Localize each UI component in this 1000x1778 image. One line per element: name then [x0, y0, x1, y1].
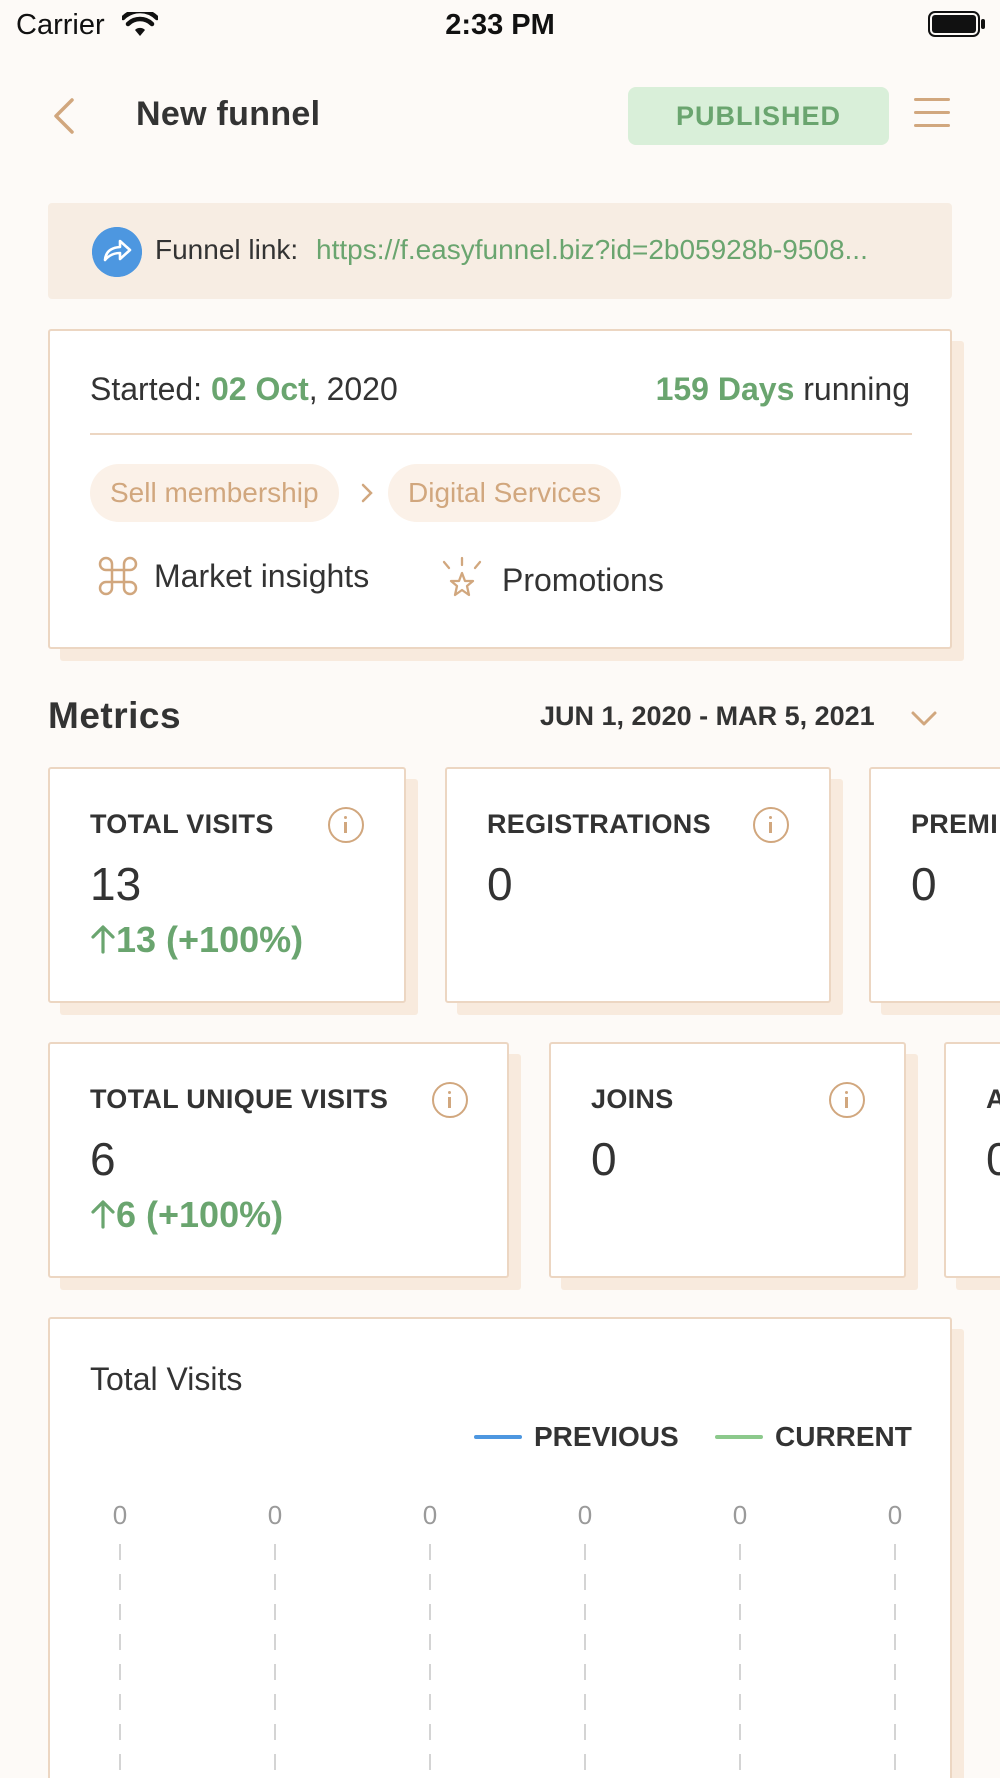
info-icon[interactable] [753, 807, 789, 843]
arrow-up-icon [91, 925, 115, 954]
command-icon [98, 556, 138, 596]
metric-value: 6 [90, 1133, 116, 1185]
metric-card-joins[interactable]: JOINS 0 [549, 1042, 906, 1278]
star-burst-icon [442, 556, 482, 597]
info-icon[interactable] [328, 807, 364, 843]
started-date: Started: 02 Oct, 2020 [90, 371, 398, 407]
legend-previous: PREVIOUS [474, 1421, 679, 1453]
promotions-label: Promotions [502, 561, 664, 598]
divider [90, 433, 912, 435]
clock: 2:33 PM [445, 9, 555, 41]
status-bar: Carrier 2:33 PM [0, 0, 1000, 50]
total-visits-chart-card: Total Visits PREVIOUS CURRENT 0 0 0 0 0 0 [48, 1317, 952, 1778]
tag-digital-services[interactable]: Digital Services [388, 464, 621, 522]
legend-current: CURRENT [715, 1421, 912, 1453]
metric-label: PREMI [911, 809, 999, 839]
page-title: New funnel [136, 95, 321, 133]
metric-value: 0 [487, 858, 513, 910]
chart-title: Total Visits [90, 1361, 243, 1397]
chart-tick-label: 0 [578, 1500, 592, 1530]
market-insights-link[interactable]: Market insights [98, 556, 369, 596]
market-insights-label: Market insights [154, 557, 370, 594]
metric-change: 13 (+100%) [90, 919, 303, 961]
chart-tick-label: 0 [733, 1500, 747, 1530]
funnel-link-label: Funnel link: [155, 234, 299, 265]
chevron-right-icon [361, 483, 373, 503]
published-status-badge[interactable]: PUBLISHED [628, 87, 889, 145]
metric-label: TOTAL VISITS [90, 809, 274, 839]
metric-card-registrations[interactable]: REGISTRATIONS 0 [445, 767, 831, 1003]
share-icon[interactable] [92, 227, 142, 277]
funnel-info-card: Started: 02 Oct, 2020 159 Days running S… [48, 329, 952, 649]
metric-card-premium[interactable]: PREMI 0 [869, 767, 1000, 1003]
metric-label: A [986, 1084, 1000, 1114]
info-icon[interactable] [432, 1082, 468, 1118]
total-visits-chart: 0 0 0 0 0 0 [113, 1500, 902, 1778]
metric-value: 13 [90, 858, 142, 910]
metric-card-extra[interactable]: A 0 [944, 1042, 1000, 1278]
metric-label: REGISTRATIONS [487, 809, 711, 839]
metric-label: JOINS [591, 1084, 674, 1114]
funnel-link-bar: Funnel link: https://f.easyfunnel.biz?id… [48, 203, 952, 299]
wifi-icon [122, 12, 158, 36]
carrier-label: Carrier [16, 9, 105, 41]
info-icon[interactable] [829, 1082, 865, 1118]
metric-value: 0 [911, 858, 937, 910]
metric-label: TOTAL UNIQUE VISITS [90, 1084, 389, 1114]
hamburger-menu-icon[interactable] [914, 98, 950, 134]
chart-tick-label: 0 [423, 1500, 437, 1530]
promotions-link[interactable]: Promotions [438, 556, 664, 604]
legend-swatch-current [715, 1435, 763, 1439]
funnel-link-url[interactable]: https://f.easyfunnel.biz?id=2b05928b-950… [316, 234, 868, 265]
metrics-title: Metrics [48, 695, 182, 736]
metric-card-total-unique-visits[interactable]: TOTAL UNIQUE VISITS 6 6 (+100%) [48, 1042, 509, 1278]
chart-tick-label: 0 [888, 1500, 902, 1530]
tag-sell-membership[interactable]: Sell membership [90, 464, 339, 522]
legend-swatch-previous [474, 1435, 522, 1439]
arrow-up-icon [91, 1200, 115, 1229]
metric-value: 0 [591, 1133, 617, 1185]
metric-card-total-visits[interactable]: TOTAL VISITS 13 13 (+100%) [48, 767, 406, 1003]
metric-change: 6 (+100%) [90, 1194, 283, 1236]
chart-tick-label: 0 [268, 1500, 282, 1530]
back-chevron-icon[interactable] [46, 96, 82, 136]
battery-icon [928, 11, 985, 37]
days-running: 159 Days running [655, 371, 910, 407]
metric-value: 0 [986, 1133, 1000, 1185]
chevron-down-icon[interactable] [910, 709, 938, 729]
date-range-selector[interactable]: JUN 1, 2020 - MAR 5, 2021 [540, 701, 875, 731]
chart-tick-label: 0 [113, 1500, 127, 1530]
